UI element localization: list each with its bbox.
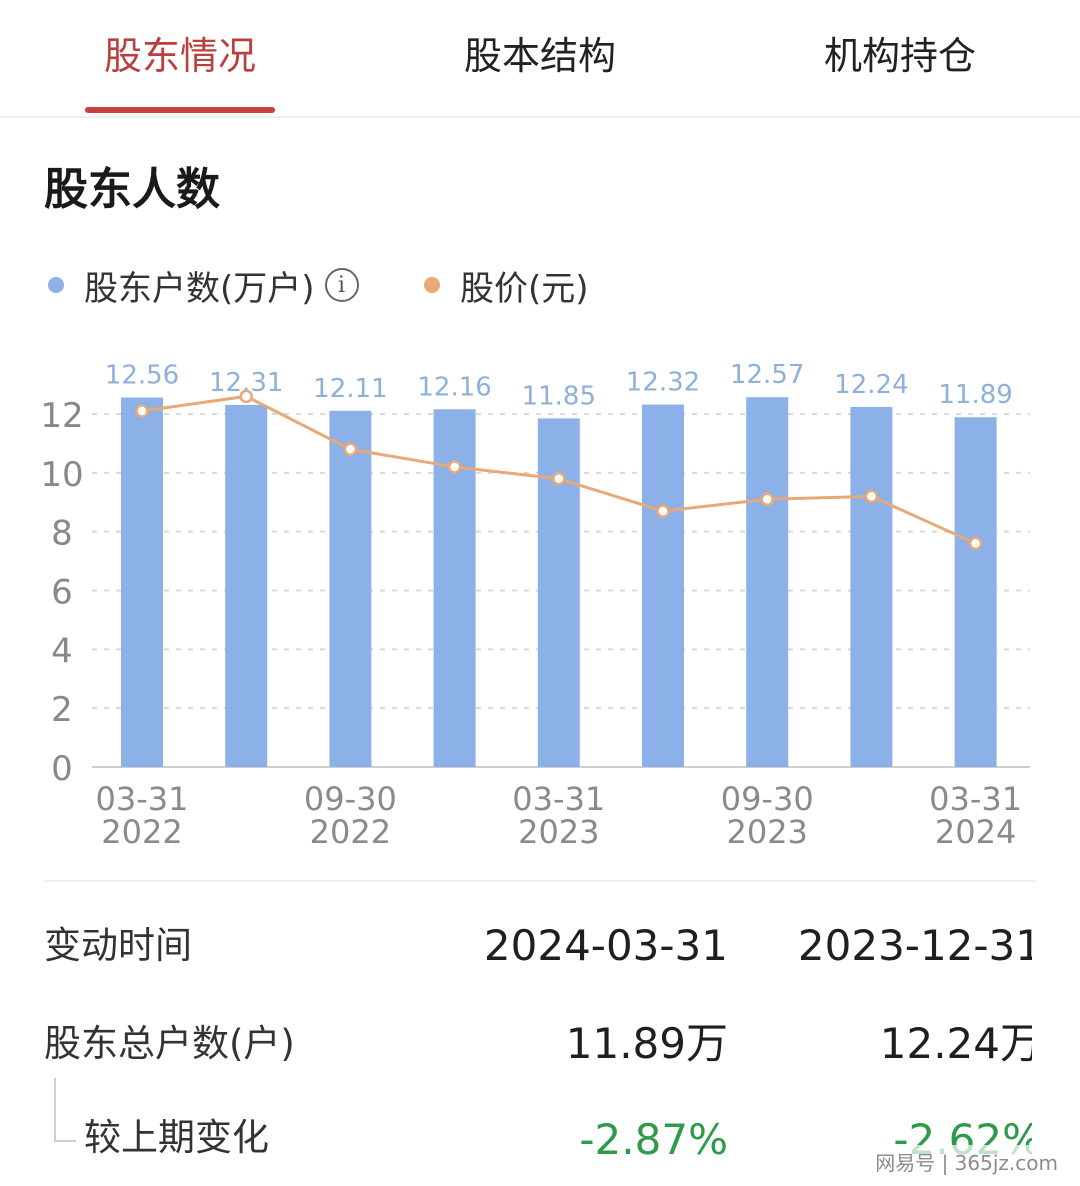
active-tab-indicator [85,107,275,113]
cell-holders-current: 11.89万 [565,1019,728,1068]
x-tick-year-label: 2024 [935,813,1016,851]
holders-bar [746,397,789,767]
x-tick-label: 09-30 [304,780,397,818]
holders-bar [225,404,268,767]
watermark: 网易号 | 365jz.com [869,1145,1064,1178]
legend-holders-label: 股东户数(万户) [84,268,315,309]
x-tick-year-label: 2022 [310,813,391,851]
holders-bar [954,417,997,767]
legend-bar-swatch [48,277,64,293]
section-title: 股东人数 [44,164,220,215]
bar-value-label: 12.24 [834,370,908,400]
x-tick-label: 03-31 [96,780,189,818]
holders-bar [121,397,163,767]
tab-share-structure[interactable]: 股本结构 [463,34,616,78]
x-tick-label: 03-31 [929,780,1022,818]
price-point [239,389,253,404]
bar-value-label: 11.89 [938,380,1012,410]
cell-holders-previous: 12.24万 [879,1019,1032,1068]
holders-bar [329,410,372,767]
legend-line-swatch [424,277,440,293]
row-label-change-date: 变动时间 [44,924,192,967]
tree-connector-branch [54,1140,76,1142]
cell-date-current: 2024-03-31 [483,921,728,970]
legend-holders[interactable]: 股东户数(万户) i [48,258,359,312]
price-point [447,460,462,474]
bar-value-label: 11.85 [522,381,596,411]
tree-connector [54,1078,56,1140]
y-tick-label: 10 [40,455,83,495]
x-tick-label: 09-30 [721,780,814,818]
legend-price[interactable]: 股价(元) [424,258,589,312]
tab-institutional-holdings[interactable]: 机构持仓 [823,34,976,78]
holders-bar [642,404,684,767]
bar-value-label: 12.57 [730,360,804,390]
price-point [343,442,358,457]
cell-change-current: -2.87% [579,1115,728,1164]
cell-date-previous: 2023-12-31 [797,921,1032,970]
bar-value-label: 12.11 [313,374,387,404]
x-tick-year-label: 2023 [518,813,599,851]
bar-value-label: 12.32 [626,368,700,398]
tab-shareholders[interactable]: 股东情况 [103,34,256,78]
holders-bar [850,406,893,767]
price-point [656,504,670,518]
x-tick-label: 03-31 [512,780,605,818]
bar-value-label: 12.16 [417,372,491,402]
price-point [135,404,149,418]
info-icon[interactable]: i [324,268,359,302]
price-point [760,492,774,507]
tab-bar: 股东情况 股本结构 机构持仓 [0,0,1080,118]
row-label-total-holders: 股东总户数(户) [44,1022,295,1065]
y-tick-label: 6 [51,573,73,613]
holders-bar [537,418,580,767]
y-tick-label: 0 [51,749,73,789]
x-tick-year-label: 2022 [101,813,182,851]
y-tick-label: 2 [51,690,73,730]
x-tick-year-label: 2023 [726,813,807,851]
y-tick-label: 12 [40,396,83,436]
y-tick-label: 8 [51,514,73,554]
price-point [864,489,879,504]
legend-price-label: 股价(元) [460,268,589,309]
bar-value-label: 12.56 [105,361,179,391]
price-point [968,536,983,551]
price-point [552,471,566,486]
y-tick-label: 4 [51,631,73,671]
divider [44,880,1036,882]
row-label-period-change: 较上期变化 [84,1116,269,1159]
